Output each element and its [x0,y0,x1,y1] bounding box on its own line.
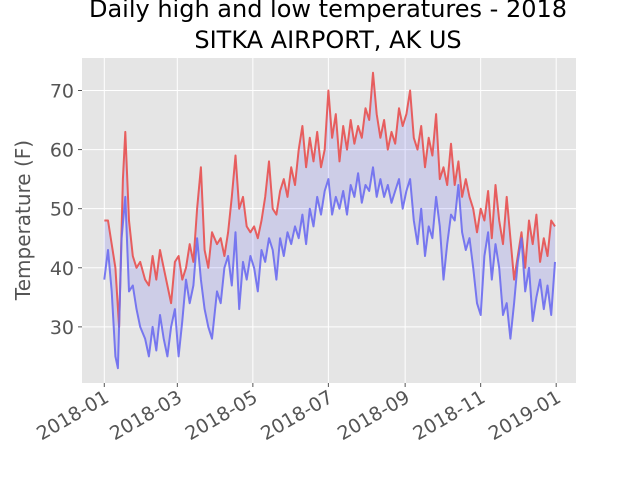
grid-lines [82,58,576,383]
series-layer [103,71,556,370]
y-tick-label: 50 [50,199,74,221]
y-axis-label: Temperature (F) [11,140,35,301]
x-tick-label: 2018-09 [334,386,414,445]
fill-between-area [104,72,556,369]
x-tick-label: 2018-03 [106,386,186,445]
x-tick-label: 2019-01 [485,386,565,445]
y-tick-label: 40 [50,258,74,280]
y-axis-ticks: 30 40 50 60 70 [50,81,82,339]
y-tick-label: 30 [50,317,74,339]
high-temperature-line [104,71,556,328]
x-tick-label: 2018-11 [409,386,489,445]
y-tick-label: 60 [50,140,74,162]
y-tick-label: 70 [50,81,74,103]
x-tick-label: 2018-07 [257,386,337,445]
x-axis-ticks: 2018-012018-032018-052018-072018-092018-… [33,383,565,445]
chart-title-line2: SITKA AIRPORT, AK US [194,26,461,54]
x-tick-label: 2018-01 [33,386,113,445]
chart-title-line1: Daily high and low temperatures - 2018 [89,0,567,23]
x-tick-label: 2018-05 [182,386,262,445]
low-temperature-line [103,166,556,370]
